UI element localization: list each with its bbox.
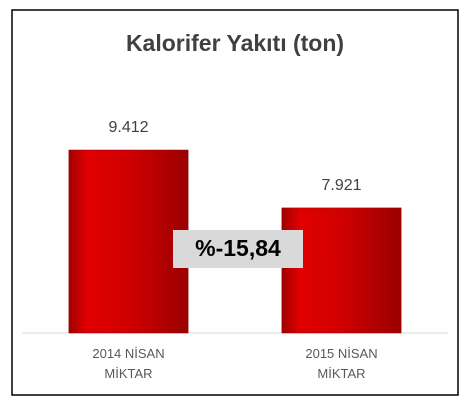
annotation: %-15,84 — [173, 230, 303, 268]
bar — [281, 207, 402, 334]
chart-title: Kalorifer Yakıtı (ton) — [126, 30, 344, 56]
bar — [68, 149, 189, 334]
annotation-text: %-15,84 — [195, 235, 281, 261]
annotation-box — [173, 230, 303, 268]
x-tick-label: 2015 NİSAN MİKTAR — [305, 346, 378, 381]
value-label: 9.412 — [108, 119, 148, 136]
x-tick-label: 2014 NİSAN MİKTAR — [92, 346, 165, 381]
value-label: 7.921 — [321, 177, 361, 194]
